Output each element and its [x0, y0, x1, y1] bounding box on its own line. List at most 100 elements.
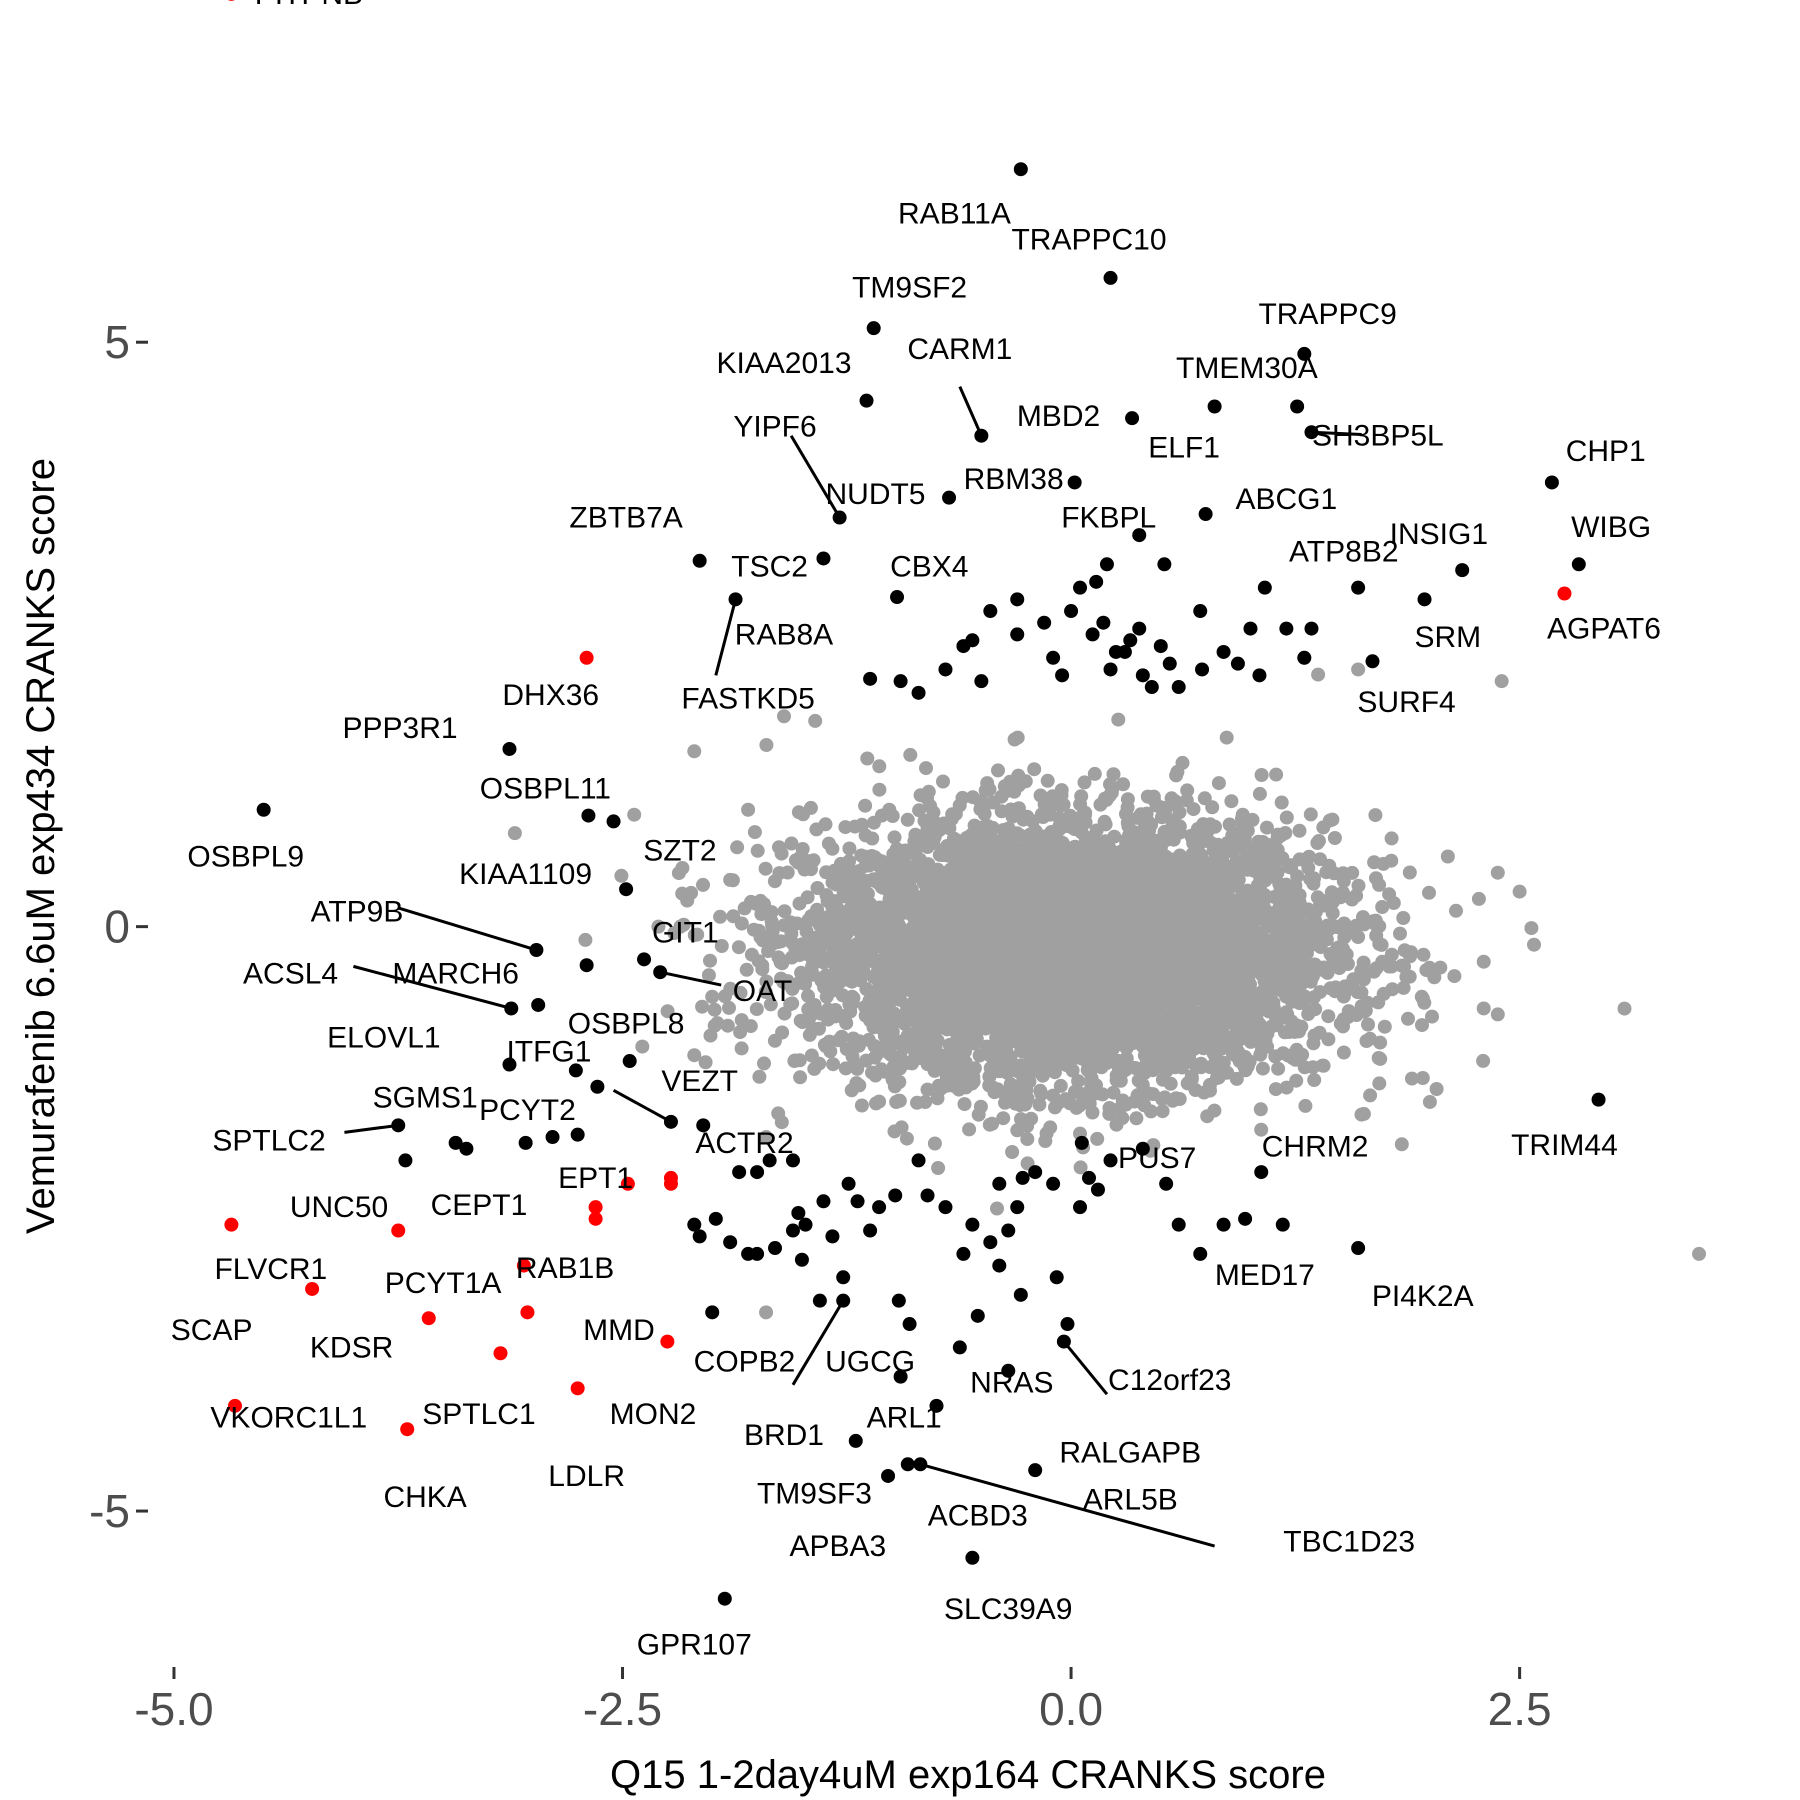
- background-point: [1373, 1051, 1388, 1066]
- background-point: [858, 798, 873, 813]
- background-point: [1188, 1083, 1203, 1097]
- background-point: [872, 759, 887, 774]
- background-point: [1073, 1160, 1088, 1175]
- background-point: [1255, 1061, 1270, 1076]
- background-point: [1336, 1045, 1351, 1060]
- background-point: [1106, 767, 1121, 782]
- background-point: [1399, 969, 1414, 984]
- background-point: [1194, 1056, 1209, 1071]
- background-point: [958, 1055, 973, 1070]
- background-point: [919, 761, 933, 776]
- background-point: [707, 1002, 722, 1017]
- background-point: [1382, 887, 1397, 902]
- background-point: [1219, 730, 1234, 745]
- background-point: [1264, 869, 1279, 884]
- background-point: [1376, 856, 1391, 871]
- background-point: [1368, 808, 1383, 823]
- background-point: [1284, 858, 1299, 873]
- background-point: [1089, 823, 1104, 838]
- background-point: [771, 950, 786, 965]
- background-point: [962, 1122, 977, 1137]
- background-point: [1524, 921, 1539, 936]
- background-point: [1279, 810, 1294, 825]
- background-point: [1449, 903, 1463, 918]
- background-point: [1003, 1077, 1018, 1092]
- background-point: [912, 803, 927, 818]
- background-point: [874, 808, 889, 823]
- background-point: [1216, 1055, 1231, 1070]
- background-point: [1471, 891, 1486, 906]
- background-point: [887, 830, 902, 845]
- background-point: [734, 916, 749, 931]
- background-point: [1158, 804, 1172, 819]
- background-point: [1259, 820, 1274, 835]
- background-point: [1327, 831, 1342, 845]
- background-point: [774, 971, 788, 986]
- background-point: [1184, 1072, 1199, 1086]
- background-point: [927, 1063, 942, 1078]
- background-point: [1053, 798, 1068, 813]
- background-point: [826, 1057, 841, 1072]
- background-point: [1027, 762, 1042, 777]
- background-point: [698, 1055, 713, 1070]
- background-point: [777, 904, 792, 919]
- background-point: [1377, 1019, 1392, 1034]
- background-point: [817, 921, 832, 936]
- background-point: [1159, 833, 1174, 848]
- background-point: [827, 894, 841, 909]
- background-point: [1269, 767, 1284, 782]
- background-point: [1115, 1111, 1130, 1126]
- background-point: [899, 1131, 914, 1146]
- background-point: [722, 1000, 736, 1015]
- background-point: [934, 819, 949, 834]
- background-point: [1416, 947, 1431, 962]
- background-point: [1205, 800, 1220, 815]
- background-point: [1058, 1092, 1073, 1107]
- background-point: [1375, 900, 1390, 914]
- background-point: [1415, 991, 1430, 1006]
- background-point: [739, 962, 754, 977]
- background-point: [1183, 1054, 1198, 1069]
- background-point: [931, 1161, 946, 1175]
- background-point: [850, 1061, 865, 1076]
- background-point: [1361, 1017, 1375, 1032]
- background-point: [750, 843, 765, 858]
- background-point: [1129, 1111, 1144, 1126]
- background-point: [1235, 811, 1249, 826]
- background-point: [788, 853, 803, 868]
- background-point: [780, 865, 795, 880]
- background-point: [872, 782, 887, 797]
- background-point: [1274, 828, 1289, 843]
- background-point: [1135, 1077, 1150, 1092]
- background-point: [886, 853, 901, 868]
- background-point: [985, 820, 1000, 835]
- background-point: [1111, 712, 1126, 727]
- background-point: [1359, 1034, 1374, 1048]
- background-point: [872, 1094, 887, 1109]
- background-point: [695, 999, 710, 1014]
- background-point: [1369, 961, 1384, 976]
- background-point: [851, 1038, 866, 1053]
- background-point: [1274, 795, 1289, 810]
- background-point: [1302, 904, 1316, 919]
- background-point: [1384, 831, 1399, 846]
- background-point: [787, 1053, 802, 1068]
- background-point: [838, 820, 853, 835]
- background-point: [955, 790, 970, 805]
- background-point: [1527, 937, 1541, 952]
- background-point: [1402, 865, 1417, 880]
- background-point: [1074, 789, 1089, 804]
- background-point: [806, 853, 821, 868]
- background-point: [753, 893, 768, 908]
- background-point: [1165, 818, 1180, 833]
- background-point: [869, 991, 883, 1006]
- background-point: [1200, 1109, 1215, 1124]
- background-point: [891, 1093, 906, 1108]
- background-point: [731, 940, 746, 955]
- background-point: [1279, 1005, 1294, 1020]
- background-point: [791, 805, 806, 820]
- background-point: [777, 1006, 792, 1021]
- background-point: [1396, 980, 1411, 995]
- background-point: [824, 983, 839, 998]
- background-point: [714, 939, 729, 953]
